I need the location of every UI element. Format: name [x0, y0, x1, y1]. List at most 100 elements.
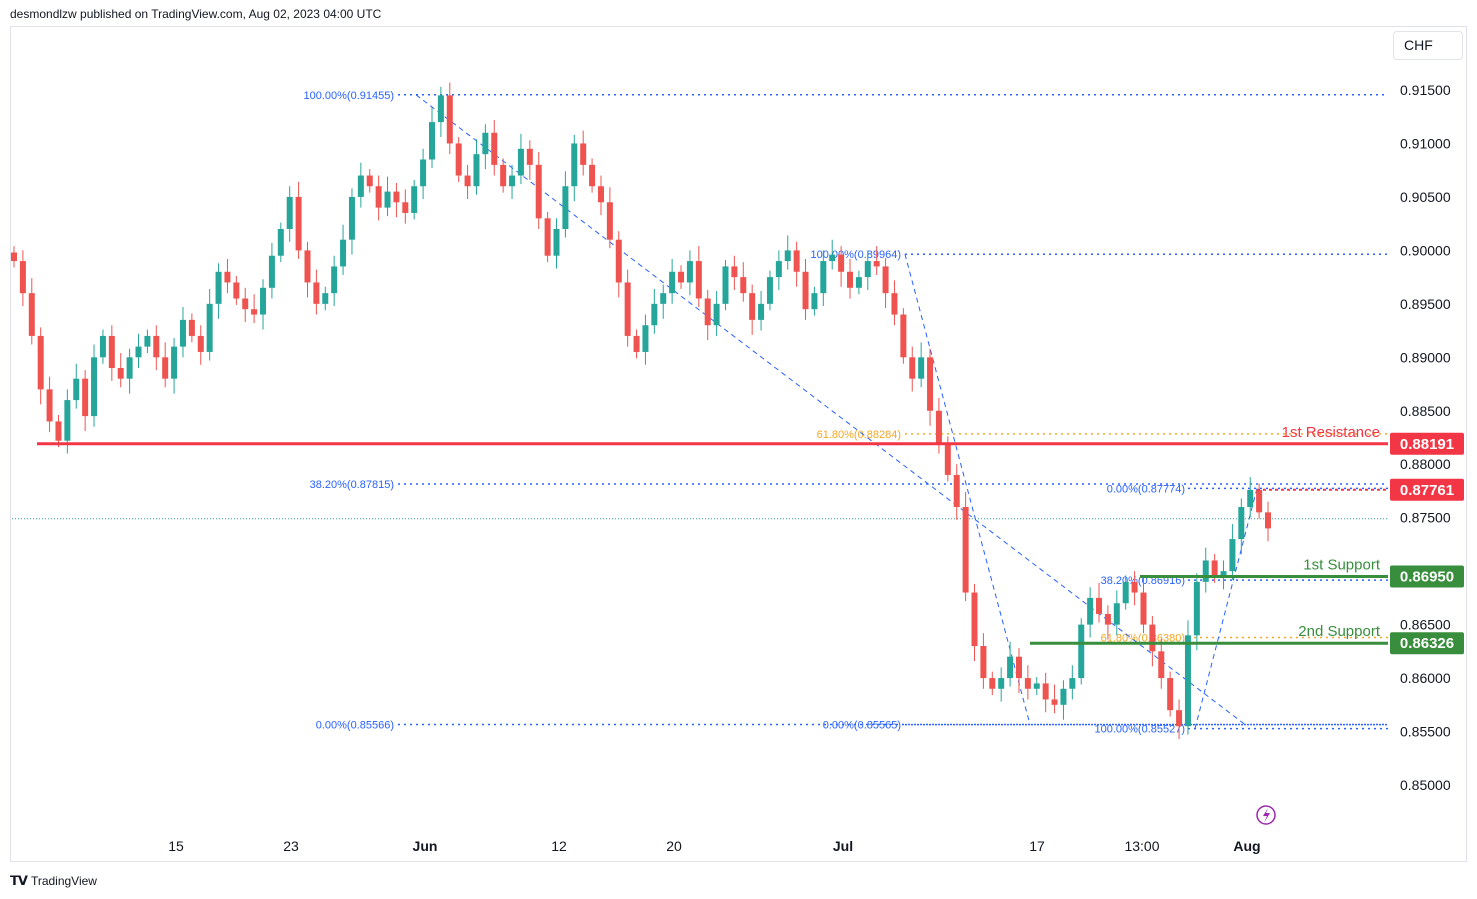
candle-body	[989, 678, 996, 689]
candle-body	[464, 175, 471, 187]
candle-body	[686, 261, 693, 283]
candle-body	[135, 346, 142, 358]
candle-body	[517, 148, 524, 176]
candle-body	[713, 303, 720, 326]
time-tick-label: 12	[551, 838, 567, 854]
time-tick-label: 15	[168, 838, 184, 854]
support-resistance-levels: 1st Resistance 1st Support 2nd Support	[37, 424, 1388, 645]
candle-body	[162, 357, 169, 379]
fib-level-label: 100.00%(0.91455)	[303, 90, 394, 102]
candle-body	[322, 293, 329, 304]
candlestick-series	[11, 82, 1271, 740]
candle-body	[348, 196, 355, 240]
candle-body	[1229, 539, 1236, 572]
price-tag	[1390, 432, 1464, 455]
candle-body	[589, 164, 596, 187]
candle-body	[606, 202, 613, 240]
fib-level-label: 61.80%(0.88284)	[817, 429, 901, 441]
chart-pane[interactable]	[10, 26, 1467, 862]
candle-body	[1042, 683, 1049, 700]
candle-body	[197, 335, 204, 352]
level-name-label: 1st Resistance	[1282, 424, 1380, 441]
candle-body	[295, 196, 302, 251]
candle-body	[864, 261, 871, 278]
candle-body	[179, 319, 186, 347]
candle-body	[1247, 489, 1254, 507]
candle-body	[366, 175, 373, 187]
price-tick-label: 0.88000	[1400, 456, 1451, 472]
candle-body	[1096, 597, 1103, 614]
candle-body	[526, 148, 533, 165]
candle-body	[775, 261, 782, 278]
candle-body	[509, 175, 516, 187]
candle-body	[624, 282, 631, 336]
candle-body	[108, 335, 115, 368]
candle-body	[918, 357, 925, 379]
price-tick-label: 0.91500	[1400, 82, 1451, 98]
candle-body	[829, 254, 836, 262]
candle-body	[571, 143, 578, 187]
candle-body	[73, 378, 80, 401]
price-tick-label: 0.85500	[1400, 724, 1451, 740]
candle-body	[242, 298, 249, 310]
candle-body	[251, 309, 258, 315]
candle-body	[669, 271, 676, 294]
candle-body	[64, 400, 71, 441]
candle-body	[953, 474, 960, 507]
lightning-icon[interactable]	[1256, 805, 1276, 825]
time-tick-label: 20	[666, 838, 682, 854]
candle-body	[91, 357, 98, 417]
candle-body	[1211, 560, 1218, 577]
candle-body	[811, 293, 818, 310]
candle-body	[1238, 507, 1245, 540]
price-tick-label: 0.89500	[1400, 296, 1451, 312]
candle-body	[446, 95, 453, 144]
candle-body	[1078, 624, 1085, 679]
candle-body	[268, 255, 275, 288]
candle-body	[900, 314, 907, 358]
candle-body	[233, 282, 240, 299]
candle-body	[375, 186, 382, 208]
candle-body	[678, 271, 685, 283]
candle-body	[1113, 603, 1120, 625]
candle-body	[1087, 597, 1094, 625]
candle-body	[286, 196, 293, 229]
candle-body	[580, 143, 587, 165]
candle-body	[651, 303, 658, 326]
candle-body	[944, 442, 951, 475]
fibonacci-drawings: 100.00%(0.91455) 61.80%(0.88284) 38.20%(0.…	[12, 90, 1388, 736]
candle-body	[891, 293, 898, 315]
candle-body	[1140, 592, 1147, 625]
fib-trend-line	[1194, 488, 1258, 729]
candle-body	[1149, 624, 1156, 652]
candle-body	[402, 202, 409, 213]
candle-body	[793, 250, 800, 272]
candle-body	[909, 357, 916, 379]
currency-selector[interactable]: CHF	[1393, 31, 1463, 60]
candle-body	[37, 335, 44, 390]
candle-body	[171, 346, 178, 379]
candle-body	[144, 335, 151, 347]
price-tick-label: 0.90500	[1400, 189, 1451, 205]
candle-body	[188, 319, 195, 336]
candle-body	[784, 250, 791, 262]
fib-level-label: 61.80%(0.86380)	[1101, 632, 1185, 644]
candle-body	[1176, 710, 1183, 727]
candle-body	[117, 368, 124, 379]
price-tick-label: 0.88500	[1400, 403, 1451, 419]
price-tag-label: 0.88191	[1400, 436, 1454, 453]
candle-body	[731, 266, 738, 278]
candle-body	[1104, 613, 1111, 625]
candle-body	[1033, 683, 1040, 689]
price-tag	[1390, 632, 1464, 655]
candle-body	[1220, 571, 1227, 577]
candle-body	[304, 250, 311, 283]
candle-body	[722, 266, 729, 304]
candle-body	[1256, 489, 1263, 513]
time-tick-label: 23	[283, 838, 299, 854]
candle-body	[411, 186, 418, 213]
candle-body	[82, 378, 89, 417]
price-tag-label: 0.87761	[1400, 482, 1454, 499]
candle-body	[660, 293, 667, 304]
